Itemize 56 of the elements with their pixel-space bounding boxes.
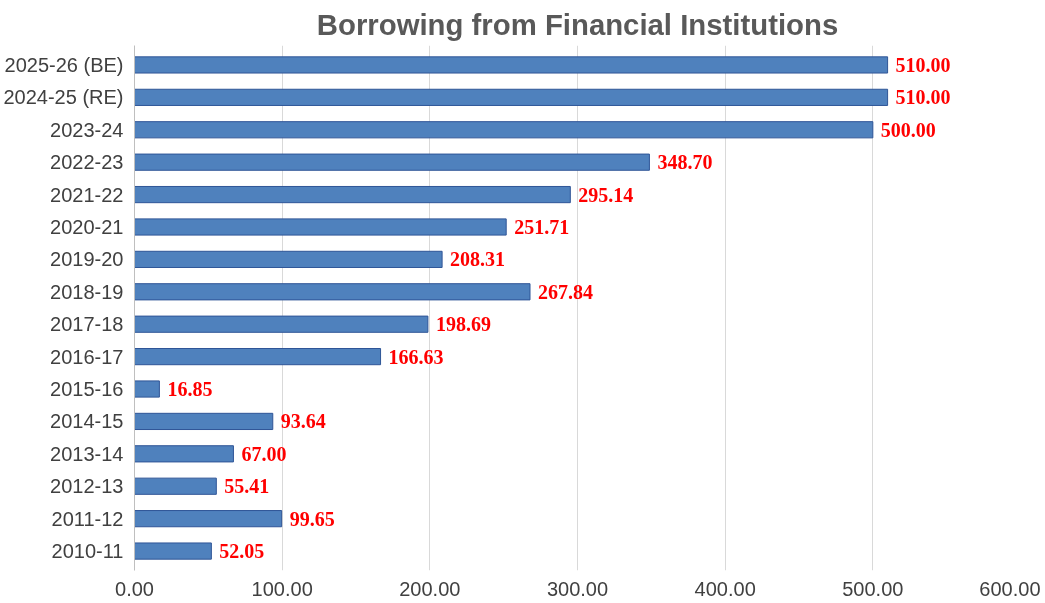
data-label: 510.00 (895, 86, 951, 109)
x-tick-label: 200.00 (399, 577, 461, 600)
data-label: 208.31 (450, 248, 506, 271)
x-tick-label: 500.00 (842, 577, 904, 600)
y-tick-label: 2014-15 (50, 410, 124, 433)
bar (134, 283, 531, 301)
bar (134, 250, 443, 268)
x-tick-label: 600.00 (979, 577, 1041, 600)
bar (134, 510, 283, 528)
data-label: 348.70 (657, 151, 713, 174)
x-tick-label: 400.00 (694, 577, 756, 600)
data-label: 267.84 (538, 280, 594, 303)
y-tick-label: 2010-11 (51, 540, 124, 563)
bar (134, 315, 429, 333)
y-tick-label: 2021-22 (50, 183, 124, 206)
y-tick-label: 2018-19 (50, 280, 124, 303)
bar (134, 56, 889, 74)
bar (134, 412, 274, 431)
bar (134, 121, 874, 139)
bar (134, 445, 234, 463)
bar (134, 218, 507, 236)
x-tick-label: 0.00 (115, 577, 154, 600)
y-tick-label: 2015-16 (50, 378, 124, 401)
data-label: 198.69 (435, 313, 491, 336)
bar (134, 153, 650, 171)
x-tick-label: 100.00 (251, 577, 313, 600)
data-label: 67.00 (241, 442, 287, 465)
bar (134, 380, 160, 398)
bar (134, 542, 212, 560)
bar (134, 348, 382, 366)
y-tick-label: 2023-24 (50, 118, 124, 141)
data-label: 166.63 (388, 345, 444, 368)
y-tick-label: 2022-23 (50, 151, 124, 174)
y-tick-label: 2012-13 (50, 475, 124, 498)
data-label: 55.41 (224, 475, 270, 498)
data-label: 93.64 (280, 410, 326, 433)
y-tick-label: 2025-26 (BE) (4, 53, 124, 76)
y-tick-label: 2024-25 (RE) (3, 86, 124, 109)
data-label: 251.71 (514, 215, 570, 238)
x-tick-label: 300.00 (546, 577, 609, 600)
data-label: 500.00 (880, 118, 936, 141)
y-tick-label: 2011-12 (51, 507, 124, 530)
data-label: 52.05 (219, 540, 265, 563)
bar (134, 88, 889, 106)
data-label: 510.00 (895, 53, 951, 76)
data-label: 16.85 (167, 378, 213, 401)
data-label: 99.65 (289, 507, 335, 530)
bar (134, 477, 217, 495)
y-tick-label: 2017-18 (50, 313, 124, 336)
y-tick-label: 2013-14 (50, 442, 124, 465)
data-label: 295.14 (578, 183, 634, 206)
y-tick-label: 2020-21 (50, 215, 124, 238)
y-tick-label: 2016-17 (50, 345, 124, 368)
y-tick-label: 2019-20 (50, 248, 124, 271)
chart-title: Borrowing from Financial Institutions (316, 7, 839, 41)
bar (134, 185, 571, 204)
